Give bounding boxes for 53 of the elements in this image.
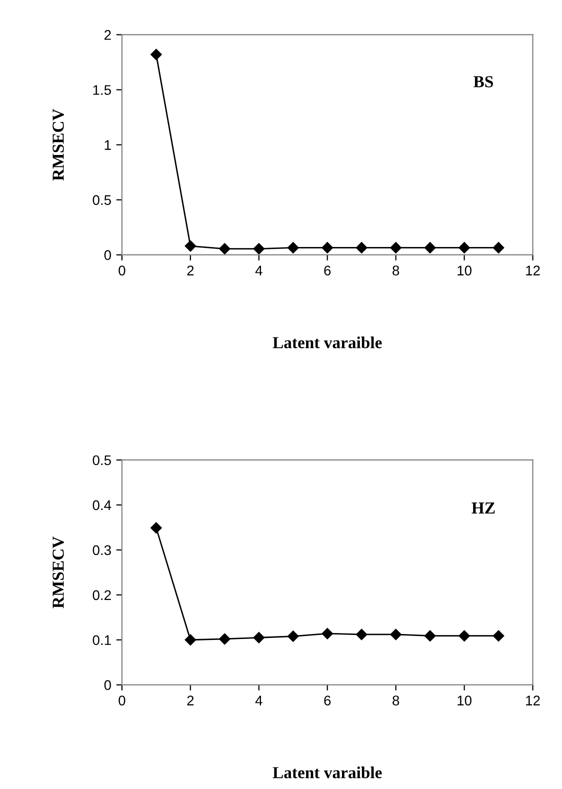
x-axis-title: Latent varaible: [272, 336, 382, 348]
x-tick-label: 12: [526, 266, 540, 276]
y-tick-label: 2: [104, 30, 111, 40]
point: [322, 628, 333, 640]
point: [424, 630, 436, 642]
annotation: BS: [474, 76, 493, 88]
point: [390, 242, 402, 254]
point: [253, 632, 264, 644]
point: [322, 242, 333, 254]
y-tick-label: 0.5: [92, 195, 111, 205]
point: [424, 242, 436, 254]
y-tick-label: 0.1: [92, 635, 111, 646]
x-tick-label: 0: [118, 696, 126, 706]
x-tick-label: 12: [526, 696, 540, 706]
x-tick-label: 8: [392, 266, 400, 276]
y-tick-label: 0.2: [92, 590, 111, 600]
x-tick-label: 6: [324, 696, 331, 706]
y-tick-label: 1: [104, 140, 111, 150]
point: [288, 630, 299, 642]
point: [288, 242, 299, 254]
y-axis-title: RMSECV: [52, 108, 64, 181]
point: [458, 630, 470, 642]
x-tick-label: 2: [187, 696, 194, 706]
y-tick-label: 0: [104, 250, 111, 260]
point: [219, 633, 230, 645]
x-tick-label: 10: [458, 696, 472, 706]
y-tick-label: 0.3: [92, 545, 111, 556]
point: [390, 628, 402, 640]
point: [492, 242, 504, 254]
x-axis-title: Latent varaible: [272, 766, 382, 778]
point: [219, 243, 230, 254]
point: [150, 522, 162, 534]
point: [184, 634, 196, 646]
point: [356, 628, 368, 640]
x-tick-label: 4: [255, 696, 262, 706]
y-tick-label: 0.4: [92, 500, 112, 510]
y-tick-label: 1.5: [93, 85, 111, 95]
x-tick-label: 10: [458, 266, 472, 276]
annotation: HZ: [472, 502, 495, 514]
point: [458, 242, 470, 254]
y-axis-title: RMSECV: [52, 536, 64, 608]
x-tick-label: 2: [187, 266, 194, 276]
y-tick-label: 0.5: [92, 455, 111, 466]
y-tick-label: 0: [104, 680, 111, 690]
x-tick-label: 8: [392, 696, 400, 706]
x-tick-label: 0: [118, 266, 126, 276]
x-tick-label: 4: [255, 266, 262, 276]
point: [150, 48, 162, 60]
x-tick-label: 6: [324, 266, 331, 276]
point: [184, 240, 196, 252]
point: [356, 242, 368, 254]
point: [492, 630, 504, 642]
point: [253, 243, 264, 254]
